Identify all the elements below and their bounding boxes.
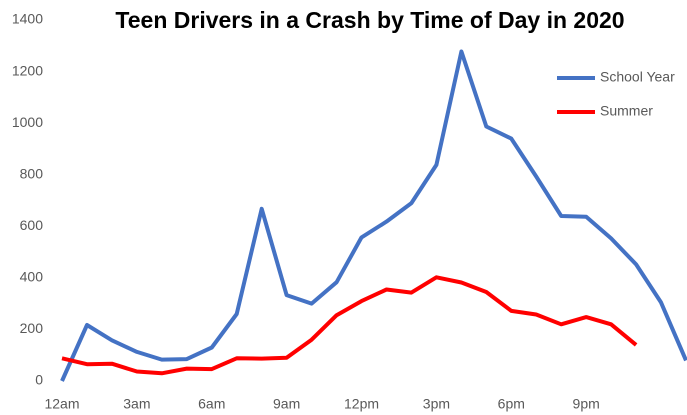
series-line xyxy=(61,275,638,376)
y-tick-label: 1400 xyxy=(12,11,43,27)
y-tick-label: 200 xyxy=(20,320,44,336)
chart-title: Teen Drivers in a Crash by Time of Day i… xyxy=(115,7,624,33)
x-tick-label: 6pm xyxy=(498,396,525,412)
x-tick-label: 3pm xyxy=(423,396,450,412)
x-tick-label: 3am xyxy=(123,396,150,412)
y-tick-label: 0 xyxy=(35,372,43,388)
x-tick-label: 12am xyxy=(44,396,79,412)
series-line xyxy=(60,49,687,382)
x-tick-label: 9am xyxy=(273,396,300,412)
x-tick-label: 12pm xyxy=(344,396,379,412)
x-tick-label: 9pm xyxy=(573,396,600,412)
x-tick-label: 6am xyxy=(198,396,225,412)
y-tick-label: 400 xyxy=(20,269,44,285)
legend-label: Summer xyxy=(600,103,653,119)
y-tick-label: 600 xyxy=(20,217,44,233)
y-tick-label: 1000 xyxy=(12,114,43,130)
y-tick-label: 800 xyxy=(20,165,44,181)
legend-label: School Year xyxy=(600,69,675,85)
y-tick-label: 1200 xyxy=(12,62,43,78)
